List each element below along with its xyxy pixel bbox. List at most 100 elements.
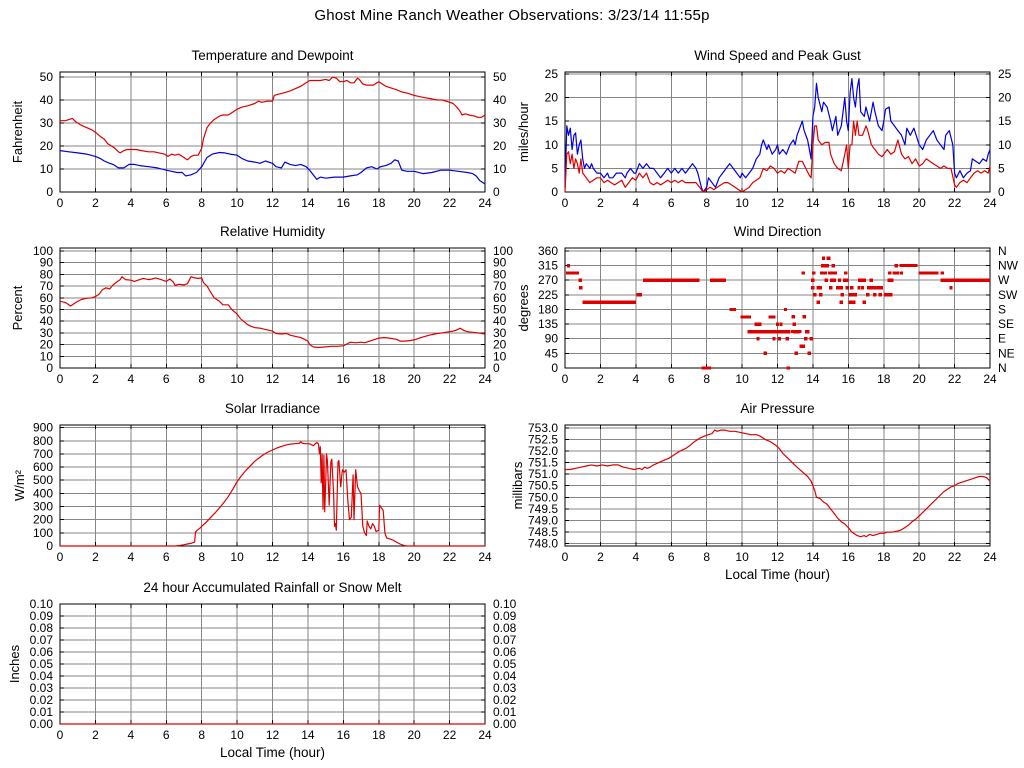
svg-text:25: 25 xyxy=(545,67,559,81)
svg-text:0: 0 xyxy=(998,185,1005,199)
svg-text:40: 40 xyxy=(493,314,507,328)
svg-text:18: 18 xyxy=(372,372,386,386)
svg-text:20: 20 xyxy=(40,139,54,153)
svg-text:90: 90 xyxy=(545,332,559,346)
svg-text:6: 6 xyxy=(668,550,675,564)
svg-text:W/m²: W/m² xyxy=(12,469,27,501)
svg-text:60: 60 xyxy=(493,291,507,305)
svg-text:10: 10 xyxy=(735,196,749,210)
svg-text:8: 8 xyxy=(703,372,710,386)
svg-text:5: 5 xyxy=(998,161,1005,175)
svg-text:Wind Speed and Peak Gust: Wind Speed and Peak Gust xyxy=(694,48,861,63)
svg-text:0: 0 xyxy=(562,196,569,210)
svg-text:2: 2 xyxy=(597,372,604,386)
svg-text:miles/hour: miles/hour xyxy=(516,101,531,162)
svg-text:20: 20 xyxy=(912,196,926,210)
svg-text:10: 10 xyxy=(230,196,244,210)
svg-text:80: 80 xyxy=(40,267,54,281)
svg-text:12: 12 xyxy=(266,550,280,564)
svg-text:S: S xyxy=(998,302,1006,316)
page-title: Ghost Mine Ranch Weather Observations: 3… xyxy=(314,7,710,24)
svg-text:360: 360 xyxy=(538,244,558,258)
svg-text:16: 16 xyxy=(337,196,351,210)
svg-text:0.03: 0.03 xyxy=(493,681,517,695)
svg-text:24: 24 xyxy=(983,372,997,386)
svg-text:0.09: 0.09 xyxy=(30,609,54,623)
svg-text:0: 0 xyxy=(551,361,558,375)
svg-text:18: 18 xyxy=(877,550,891,564)
svg-text:10: 10 xyxy=(40,349,54,363)
svg-text:749.0: 749.0 xyxy=(528,514,558,528)
svg-text:Percent: Percent xyxy=(10,285,25,330)
svg-text:0.08: 0.08 xyxy=(493,621,517,635)
svg-text:15: 15 xyxy=(998,114,1012,128)
svg-text:748.5: 748.5 xyxy=(528,525,558,539)
svg-text:20: 20 xyxy=(912,550,926,564)
svg-text:12: 12 xyxy=(266,372,280,386)
svg-text:4: 4 xyxy=(127,196,134,210)
svg-text:400: 400 xyxy=(33,486,53,500)
svg-text:4: 4 xyxy=(127,728,134,742)
svg-text:N: N xyxy=(998,244,1007,258)
svg-text:10: 10 xyxy=(493,349,507,363)
svg-text:10: 10 xyxy=(230,550,244,564)
svg-text:751.5: 751.5 xyxy=(528,456,558,470)
svg-text:Local Time (hour): Local Time (hour) xyxy=(725,567,830,582)
svg-text:16: 16 xyxy=(842,196,856,210)
svg-text:6: 6 xyxy=(163,728,170,742)
svg-text:4: 4 xyxy=(632,550,639,564)
svg-text:2: 2 xyxy=(92,550,99,564)
svg-text:20: 20 xyxy=(493,338,507,352)
svg-text:30: 30 xyxy=(493,116,507,130)
svg-text:752.0: 752.0 xyxy=(528,444,558,458)
svg-text:Wind Direction: Wind Direction xyxy=(734,224,822,239)
svg-text:0: 0 xyxy=(46,185,53,199)
svg-text:6: 6 xyxy=(163,372,170,386)
svg-text:8: 8 xyxy=(198,728,205,742)
svg-text:4: 4 xyxy=(632,372,639,386)
svg-text:22: 22 xyxy=(948,196,962,210)
svg-text:18: 18 xyxy=(877,372,891,386)
svg-text:6: 6 xyxy=(668,196,675,210)
svg-text:752.5: 752.5 xyxy=(528,432,558,446)
svg-text:14: 14 xyxy=(301,196,315,210)
svg-text:748.0: 748.0 xyxy=(528,537,558,551)
svg-text:200: 200 xyxy=(33,513,53,527)
svg-text:4: 4 xyxy=(632,196,639,210)
svg-text:16: 16 xyxy=(337,550,351,564)
svg-text:225: 225 xyxy=(538,288,558,302)
svg-text:50: 50 xyxy=(40,302,54,316)
svg-text:2: 2 xyxy=(597,196,604,210)
svg-text:16: 16 xyxy=(337,372,351,386)
svg-text:22: 22 xyxy=(443,728,457,742)
svg-text:20: 20 xyxy=(407,550,421,564)
svg-text:0.02: 0.02 xyxy=(30,693,54,707)
svg-text:10: 10 xyxy=(735,372,749,386)
svg-text:0: 0 xyxy=(562,372,569,386)
svg-text:12: 12 xyxy=(266,728,280,742)
svg-text:22: 22 xyxy=(443,372,457,386)
svg-text:0.01: 0.01 xyxy=(493,705,517,719)
svg-text:24: 24 xyxy=(478,728,492,742)
svg-text:12: 12 xyxy=(771,550,785,564)
svg-text:45: 45 xyxy=(545,346,559,360)
svg-text:0.04: 0.04 xyxy=(30,669,54,683)
svg-text:20: 20 xyxy=(912,372,926,386)
svg-text:12: 12 xyxy=(266,196,280,210)
svg-text:90: 90 xyxy=(493,256,507,270)
svg-text:500: 500 xyxy=(33,473,53,487)
svg-text:90: 90 xyxy=(40,256,54,270)
svg-text:0.10: 0.10 xyxy=(493,597,517,611)
svg-text:NE: NE xyxy=(998,346,1015,360)
svg-text:753.0: 753.0 xyxy=(528,421,558,435)
svg-text:0: 0 xyxy=(493,361,500,375)
svg-text:24 hour Accumulated Rainfall o: 24 hour Accumulated Rainfall or Snow Mel… xyxy=(143,580,401,595)
svg-text:700: 700 xyxy=(33,447,53,461)
svg-text:0: 0 xyxy=(46,361,53,375)
svg-text:20: 20 xyxy=(545,91,559,105)
